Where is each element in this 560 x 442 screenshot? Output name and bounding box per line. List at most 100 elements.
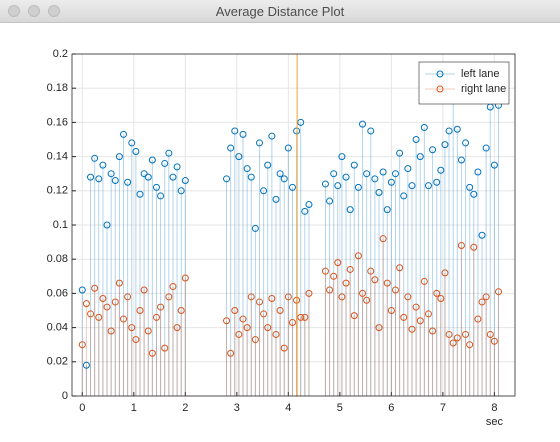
stem-marker — [272, 330, 280, 338]
stem-marker — [148, 156, 156, 164]
stem-marker — [264, 324, 272, 332]
stem-marker — [157, 303, 165, 311]
stem-marker — [400, 192, 408, 200]
y-tick-label: 0.18 — [47, 82, 68, 94]
stem-marker — [371, 175, 379, 183]
window-title: Average Distance Plot — [215, 4, 345, 19]
stem-marker — [256, 298, 264, 306]
stem-marker — [412, 303, 420, 311]
legend-label: left lane — [461, 68, 500, 80]
stem-marker — [223, 175, 231, 183]
legend-marker — [436, 70, 444, 78]
stem-marker — [474, 315, 482, 323]
stem-marker — [429, 327, 437, 335]
stem-marker — [136, 190, 144, 198]
stem-marker — [264, 161, 272, 169]
x-tick-label: 1 — [131, 402, 137, 414]
stem-marker — [486, 330, 494, 338]
stem-marker — [284, 293, 292, 301]
stem-marker — [247, 173, 255, 181]
stem-marker — [338, 293, 346, 301]
stem-marker — [371, 276, 379, 284]
stem-marker — [169, 173, 177, 181]
y-tick-label: 0.12 — [47, 185, 68, 197]
stem-marker — [359, 120, 367, 128]
stem-marker — [284, 144, 292, 152]
stem-marker — [408, 182, 416, 190]
stem-marker — [115, 153, 123, 161]
x-tick-label: 8 — [491, 402, 497, 414]
stem-marker — [235, 330, 243, 338]
stem-marker — [453, 125, 461, 133]
stem-marker — [391, 286, 399, 294]
stem-marker — [387, 178, 395, 186]
y-tick-label: 0 — [62, 390, 68, 402]
stem-marker — [404, 293, 412, 301]
stem-marker — [280, 344, 288, 352]
stem-marker — [387, 307, 395, 314]
stem-marker — [268, 132, 276, 140]
stem-marker — [342, 279, 350, 287]
stem-marker — [256, 139, 264, 147]
stem-marker — [441, 141, 449, 149]
stem-marker — [247, 293, 255, 301]
stem-marker — [420, 277, 428, 285]
stem-marker — [99, 295, 107, 303]
stem-marker — [354, 183, 362, 191]
stem-marker — [87, 173, 95, 181]
y-tick-label: 0.08 — [47, 253, 68, 265]
stem-marker — [78, 341, 86, 349]
stem-marker — [334, 259, 342, 267]
x-tick-label: 3 — [234, 402, 240, 414]
stem-marker — [363, 296, 371, 304]
x-tick-label: 5 — [337, 402, 343, 414]
axes-box — [71, 53, 516, 397]
stem-marker — [449, 339, 457, 347]
stem-marker — [379, 235, 387, 243]
stem-marker — [140, 286, 148, 294]
stem-marker — [429, 146, 437, 154]
zoom-button[interactable] — [48, 5, 60, 17]
y-tick-label: 0.1 — [53, 219, 68, 231]
stem-marker — [346, 206, 354, 214]
stem-marker — [490, 337, 498, 345]
stem-marker — [239, 130, 247, 138]
stem-marker — [260, 187, 268, 195]
stem-marker — [161, 159, 169, 167]
stem-marker — [243, 324, 251, 332]
stem-marker — [321, 267, 329, 275]
stem-marker — [136, 307, 144, 314]
stem-marker — [404, 165, 412, 173]
stem-marker — [363, 170, 371, 178]
stem-marker — [462, 330, 470, 338]
stem-marker — [293, 127, 301, 135]
y-tick-label: 0.06 — [47, 287, 68, 299]
stem-marker — [87, 310, 95, 318]
stem-marker — [367, 267, 375, 275]
stem-marker — [82, 361, 90, 369]
close-button[interactable] — [8, 5, 20, 17]
stem-marker — [140, 170, 148, 178]
stem-marker — [177, 307, 185, 314]
stem-marker — [132, 336, 140, 344]
stem-marker — [128, 324, 136, 332]
stem-marker — [416, 317, 424, 325]
stem-marker — [293, 296, 301, 304]
stem-marker — [478, 298, 486, 306]
stem-marker — [173, 324, 181, 332]
minimize-button[interactable] — [28, 5, 40, 17]
stem-marker — [243, 165, 251, 173]
stem-marker — [416, 153, 424, 161]
stem-marker — [95, 175, 103, 183]
stem-marker — [359, 289, 367, 297]
stem-marker — [177, 187, 185, 195]
title-bar: Average Distance Plot — [0, 0, 560, 23]
stem-marker — [470, 190, 478, 198]
stem-marker — [342, 173, 350, 181]
stem-marker — [231, 127, 239, 135]
stem-marker — [354, 252, 362, 260]
stem-marker — [99, 161, 107, 169]
stem-marker — [107, 170, 115, 178]
stem-marker — [181, 274, 189, 282]
